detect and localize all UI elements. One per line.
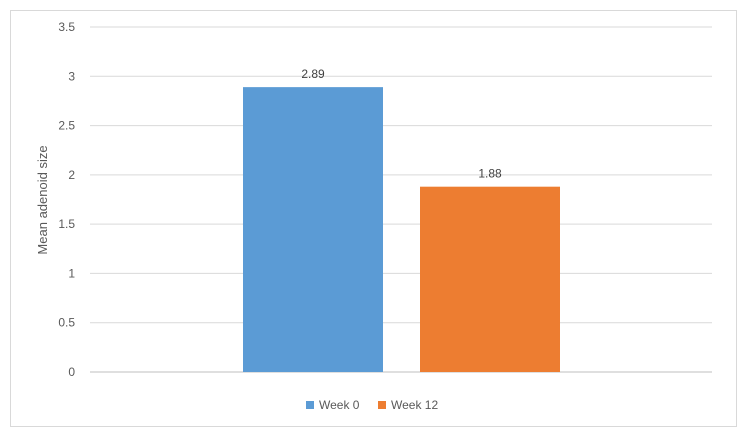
y-tick-label: 1.5 [58, 217, 75, 231]
bar [420, 186, 560, 372]
y-tick-label: 3 [68, 69, 75, 83]
legend-swatch [306, 401, 314, 409]
gridlines [90, 26, 712, 373]
data-label: 1.88 [478, 167, 502, 181]
y-tick-label: 0 [68, 365, 75, 379]
bars [243, 87, 560, 372]
legend-label: Week 0 [319, 398, 360, 412]
y-axis-ticks: 0 0.5 1 1.5 2 2.5 3 3.5 [58, 20, 75, 379]
y-tick-label: 3.5 [58, 20, 75, 34]
legend-label: Week 12 [391, 398, 438, 412]
bar [243, 87, 383, 372]
y-tick-label: 2 [68, 168, 75, 182]
y-tick-label: 1 [68, 266, 75, 280]
legend: Week 0 Week 12 [306, 398, 438, 412]
legend-swatch [378, 401, 386, 409]
y-tick-label: 2.5 [58, 119, 75, 133]
data-label: 2.89 [301, 67, 325, 81]
y-axis-title: Mean adenoid size [35, 145, 50, 254]
data-labels: 2.89 1.88 [301, 67, 502, 181]
y-tick-label: 0.5 [58, 316, 75, 330]
